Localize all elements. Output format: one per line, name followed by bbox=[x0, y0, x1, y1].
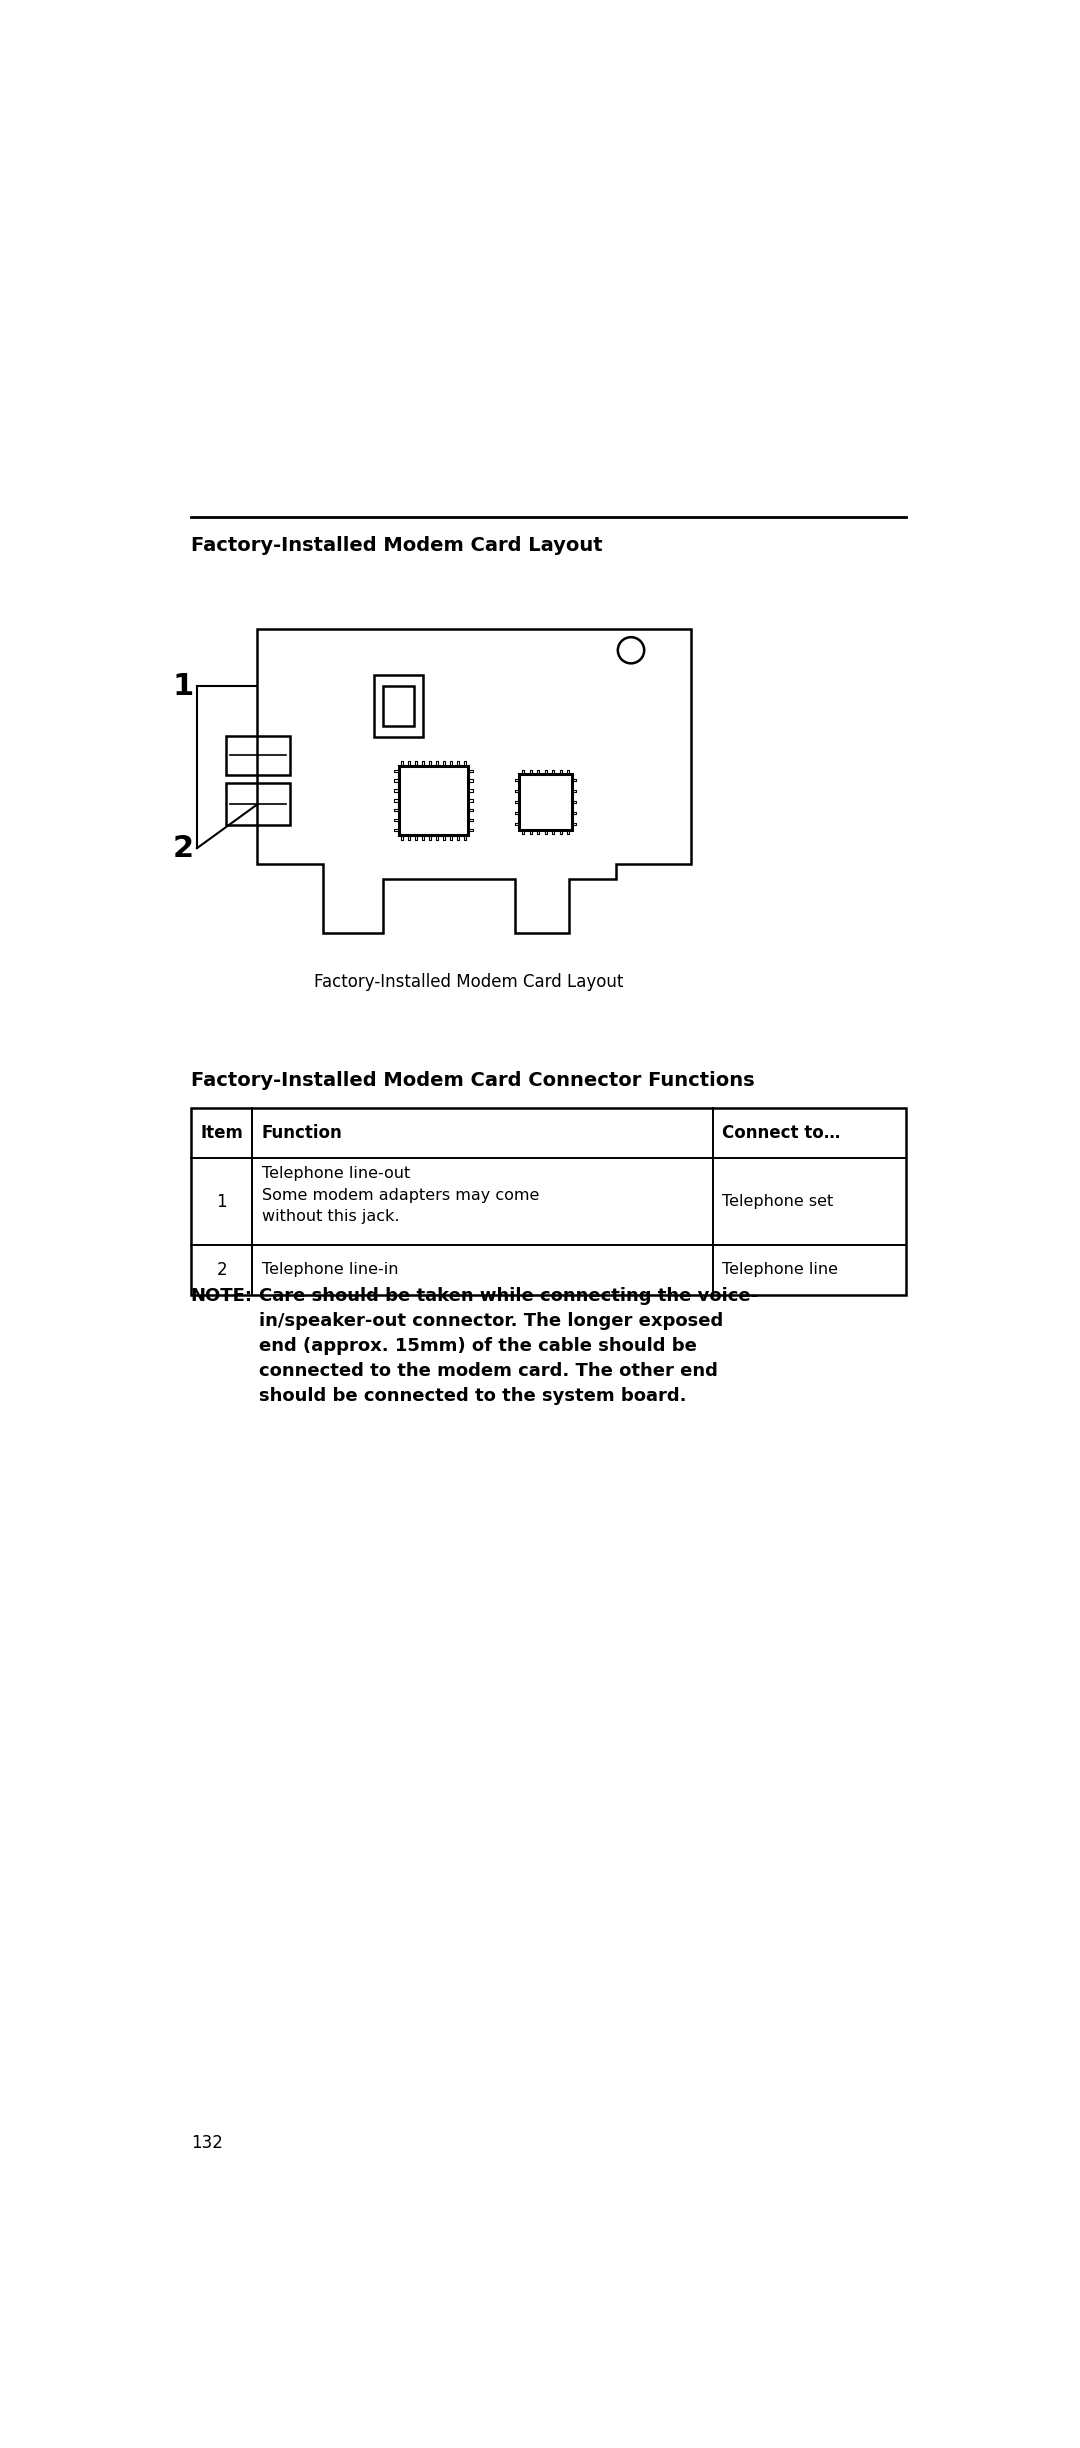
Text: Care should be taken while connecting the voice-
in/speaker-out connector. The l: Care should be taken while connecting th… bbox=[259, 1288, 758, 1405]
Bar bbox=[375, 676, 422, 737]
Text: NOTE:: NOTE: bbox=[191, 1288, 253, 1305]
Text: Factory-Installed Modem Card Layout: Factory-Installed Modem Card Layout bbox=[191, 536, 603, 556]
Text: Connect to…: Connect to… bbox=[723, 1124, 840, 1143]
Text: 2: 2 bbox=[216, 1261, 227, 1278]
Text: Telephone line: Telephone line bbox=[723, 1263, 838, 1278]
Bar bbox=[227, 737, 291, 776]
Text: Factory-Installed Modem Card Layout: Factory-Installed Modem Card Layout bbox=[313, 972, 623, 991]
Bar bbox=[191, 1109, 906, 1295]
Text: 2: 2 bbox=[173, 835, 193, 862]
Text: 1: 1 bbox=[173, 671, 193, 700]
Text: Item: Item bbox=[200, 1124, 243, 1143]
Bar bbox=[227, 783, 291, 825]
Text: Telephone line-out
Some modem adapters may come
without this jack.: Telephone line-out Some modem adapters m… bbox=[261, 1165, 539, 1224]
Text: Factory-Installed Modem Card Connector Functions: Factory-Installed Modem Card Connector F… bbox=[191, 1072, 755, 1089]
Text: Telephone set: Telephone set bbox=[723, 1195, 834, 1209]
Bar bbox=[399, 766, 469, 835]
Text: Telephone line-in: Telephone line-in bbox=[261, 1263, 399, 1278]
Text: 132: 132 bbox=[191, 2135, 222, 2152]
Bar bbox=[383, 685, 414, 725]
Bar bbox=[519, 774, 572, 830]
Text: 1: 1 bbox=[216, 1192, 227, 1212]
Text: Function: Function bbox=[261, 1124, 342, 1143]
